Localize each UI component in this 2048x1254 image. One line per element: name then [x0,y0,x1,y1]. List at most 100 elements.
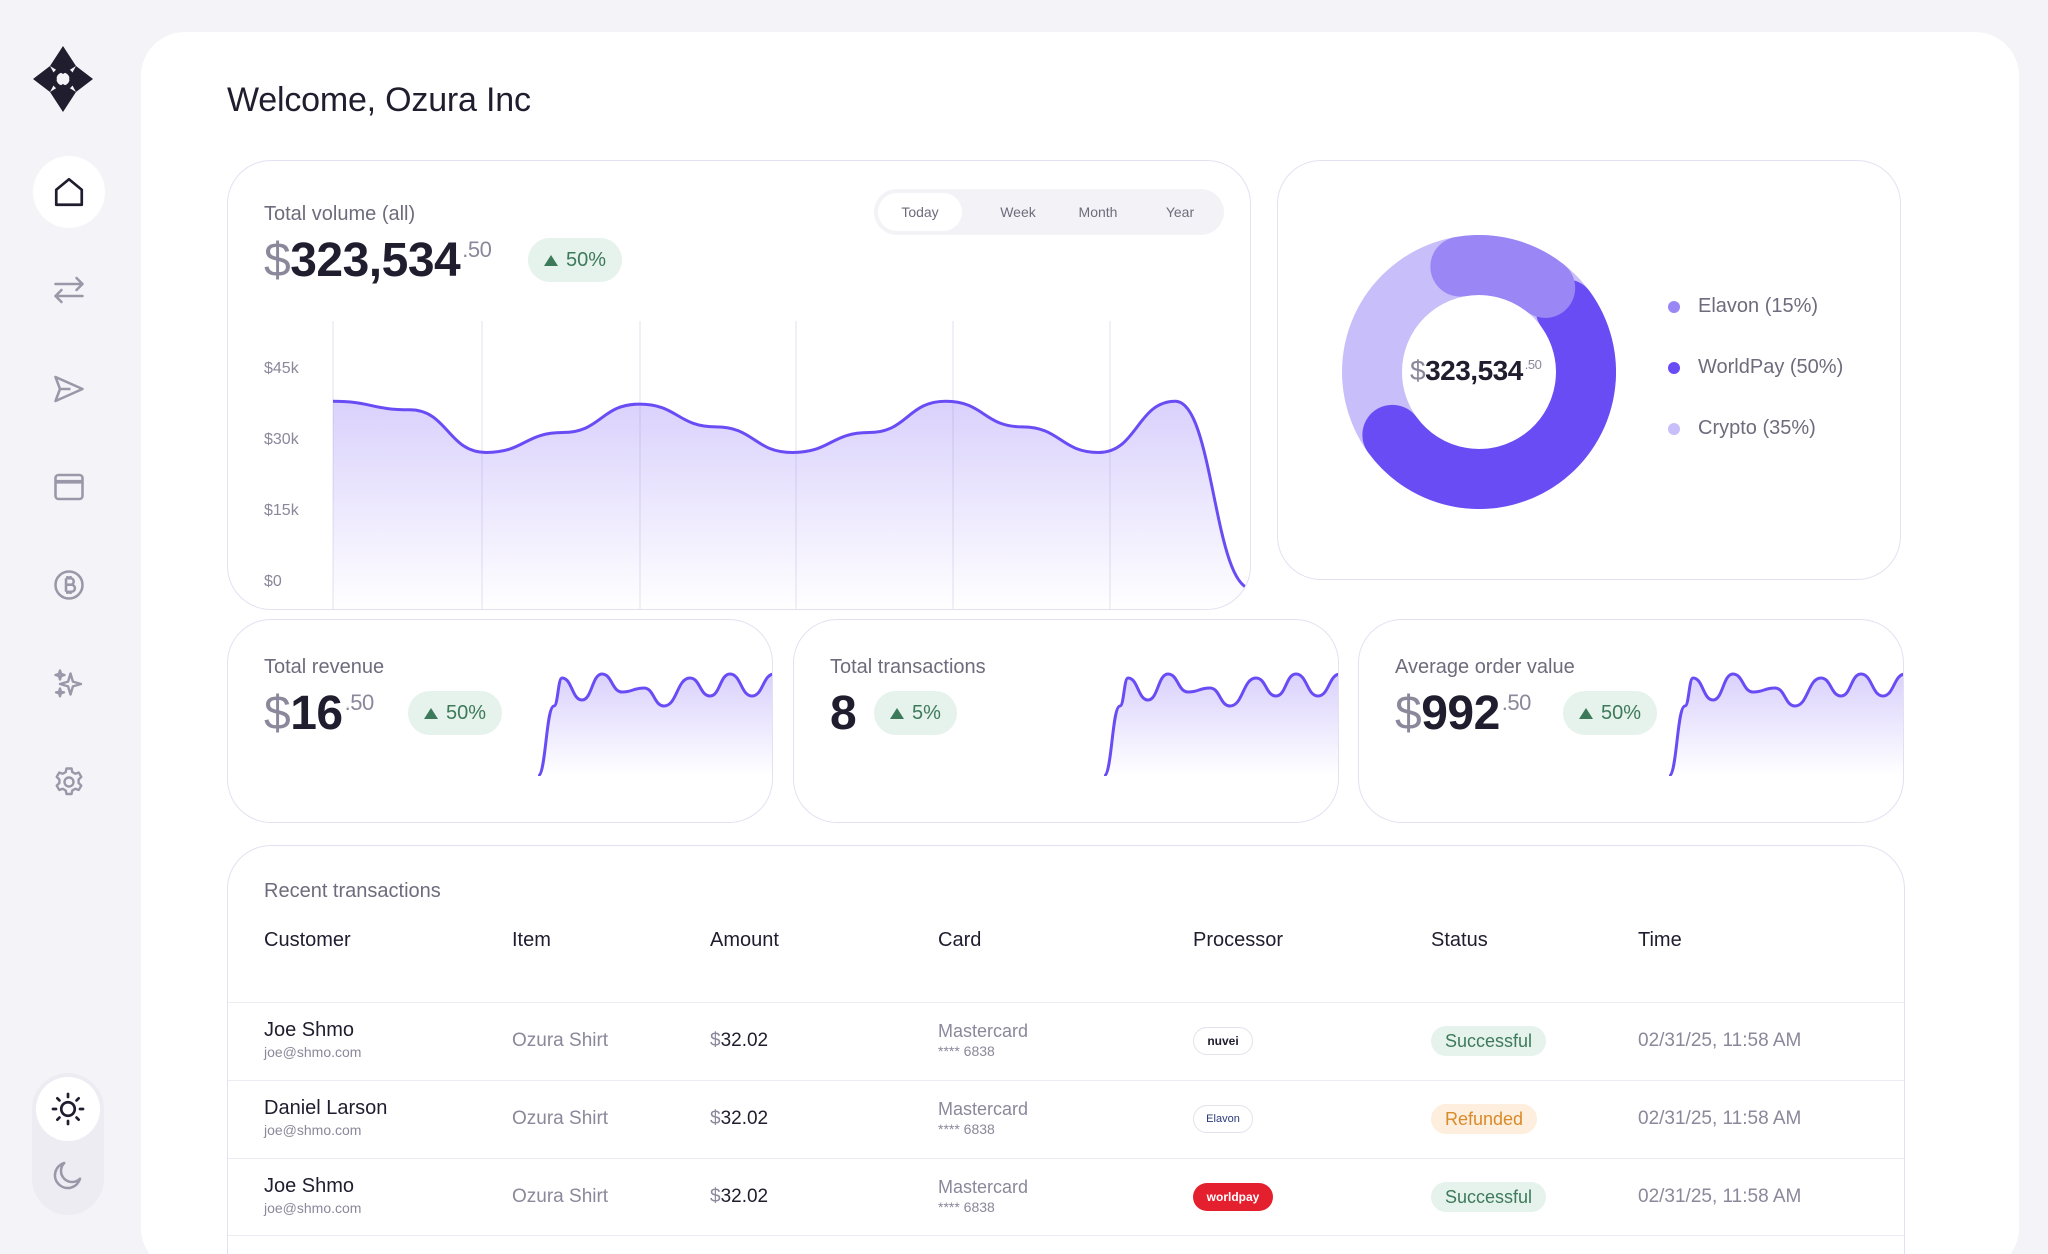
volume-change-badge: 50% [528,238,623,282]
average-order-value-card: Average order value $992.50 50% [1358,619,1904,823]
home-icon [54,177,84,207]
item-cell: Ozura Shirt [512,1030,609,1051]
y-tick-label: $30k [264,431,300,448]
legend-item-elavon: Elavon (15%) [1668,295,1818,318]
item-cell: Ozura Shirt [512,1108,609,1129]
aov-sparkline [1669,672,1903,776]
period-selector: Today Week Month Year [874,189,1224,235]
arrow-up-icon [424,707,438,719]
volume-area-chart: $45k $30k $15k $0 [264,321,1250,609]
processor-donut-chart [1342,235,1616,509]
light-mode-button[interactable] [36,1077,100,1141]
period-year-button[interactable]: Year [1165,204,1195,220]
gear-icon [55,767,83,796]
moon-icon [53,1161,82,1190]
status-badge: Successful [1431,1026,1547,1056]
y-tick-label: $15k [264,502,300,519]
table-row[interactable]: Joe Shmo joe@shmo.com Ozura Shirt $32.02… [228,1158,1904,1236]
sidebar [0,0,140,1254]
average-order-value-amount: $992.50 [1395,687,1531,740]
customer-name: Joe Shmo [264,1175,355,1197]
theme-toggle[interactable] [32,1073,104,1215]
send-icon [54,375,84,403]
card-number: **** 6838 [938,1043,995,1059]
dark-mode-button[interactable] [36,1143,100,1207]
card-brand: Mastercard [938,1021,1029,1041]
average-order-value-label: Average order value [1395,656,1575,678]
card-brand: Mastercard [938,1099,1029,1119]
table-row[interactable]: Joe Shmo joe@shmo.com Ozura Shirt $32.02… [228,1002,1904,1080]
y-tick-label: $45k [264,360,300,377]
customer-name: Joe Shmo [264,1019,355,1041]
legend-item-crypto: Crypto (35%) [1668,417,1816,440]
sidebar-item-transfers[interactable] [33,254,105,326]
main-panel: Welcome, Ozura Inc Total volume (all) $3… [141,32,2019,1254]
column-header-customer[interactable]: Customer [264,929,351,951]
transfer-icon [54,276,84,304]
table-row[interactable]: Daniel Larson joe@shmo.com Ozura Shirt $… [228,1080,1904,1158]
processor-elavon-logo: Elavon [1193,1105,1253,1133]
sparkline-line [1669,672,1903,776]
amount-cell: $32.02 [710,1186,769,1207]
aov-change-badge: 50% [1563,691,1658,735]
customer-email: joe@shmo.com [264,1122,362,1138]
arrow-up-icon [890,707,904,719]
bitcoin-icon [54,570,84,600]
legend-dot [1668,361,1680,374]
customer-email: joe@shmo.com [264,1044,362,1060]
processor-worldpay-logo: worldpay [1193,1183,1273,1211]
column-header-processor[interactable]: Processor [1193,929,1284,951]
sun-icon [51,1092,85,1126]
column-header-amount[interactable]: Amount [710,929,779,951]
total-revenue-label: Total revenue [264,656,385,678]
column-header-item[interactable]: Item [512,929,551,951]
total-transactions-label: Total transactions [830,656,986,678]
transactions-change-badge: 5% [874,691,957,735]
column-header-time[interactable]: Time [1638,929,1682,951]
column-header-card[interactable]: Card [938,929,982,951]
transactions-sparkline [1104,672,1338,776]
total-revenue-card: Total revenue $16.50 50% [227,619,773,823]
card-cell: Mastercard **** 6838 [938,1021,1028,1059]
sidebar-item-crypto[interactable] [33,549,105,621]
total-volume-label: Total volume (all) [264,203,416,225]
column-header-status[interactable]: Status [1431,929,1488,951]
customer-cell: Joe Shmo joe@shmo.com [264,1175,361,1216]
revenue-sparkline [538,672,772,776]
card-brand: Mastercard [938,1177,1029,1197]
card-cell: Mastercard **** 6838 [938,1177,1028,1215]
ozura-logo[interactable] [31,44,95,114]
sidebar-item-send[interactable] [33,353,105,425]
sparkline-line [1104,672,1338,776]
processor-nuvei-logo: nuvei [1193,1027,1253,1055]
status-badge: Successful [1431,1182,1547,1212]
card-number: **** 6838 [938,1199,995,1215]
period-today-button[interactable]: Today [878,193,962,231]
recent-transactions-title: Recent transactions [264,880,441,902]
volume-series-line [332,399,1250,591]
total-volume-card: Total volume (all) $323,534.50 50% Today… [227,160,1251,610]
legend-item-worldpay: WorldPay (50%) [1668,356,1843,379]
customer-email: joe@shmo.com [264,1200,362,1216]
status-badge: Refunded [1431,1104,1538,1134]
customer-name: Daniel Larson [264,1097,388,1119]
donut-center-amount: $323,534.50 [1410,355,1542,386]
processor-share-card: $323,534.50 Elavon (15%) WorldPay (50%) … [1277,160,1901,580]
sidebar-item-home[interactable] [33,156,105,228]
period-month-button[interactable]: Month [1078,204,1118,220]
sidebar-item-ai[interactable] [33,648,105,720]
total-revenue-amount: $16.50 [264,687,374,740]
sparkline-area [1104,674,1338,776]
recent-transactions-card: Recent transactions Customer Item Amount… [227,845,1905,1254]
browser-window-icon [54,473,84,501]
sparkline-area [538,674,772,776]
arrow-up-icon [544,254,558,266]
sidebar-item-window[interactable] [33,451,105,523]
sparkles-icon [54,669,83,698]
time-cell: 02/31/25, 11:58 AM [1638,1108,1802,1129]
total-volume-amount: $323,534.50 [264,234,492,287]
period-week-button[interactable]: Week [1000,204,1036,220]
legend-dot [1668,300,1680,313]
total-transactions-amount: 8 [830,687,857,740]
sidebar-item-settings[interactable] [33,746,105,818]
